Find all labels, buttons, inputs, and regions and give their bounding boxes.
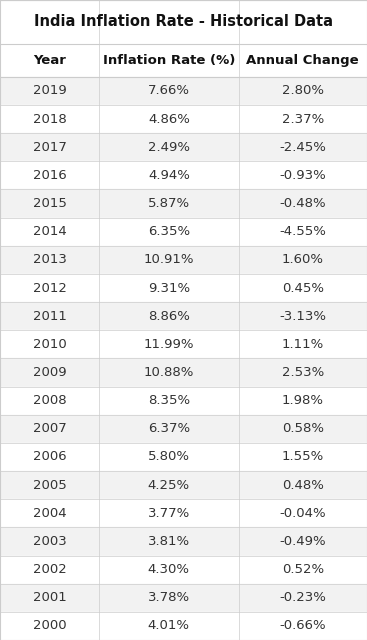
Text: 5.80%: 5.80% — [148, 451, 190, 463]
Text: 2000: 2000 — [33, 620, 66, 632]
Text: -0.93%: -0.93% — [279, 169, 326, 182]
Text: 2.37%: 2.37% — [281, 113, 324, 125]
Text: 0.48%: 0.48% — [282, 479, 324, 492]
Bar — [0, 44, 367, 77]
Text: -0.49%: -0.49% — [279, 535, 326, 548]
Bar — [0, 527, 367, 556]
Bar — [0, 161, 367, 189]
Text: 3.77%: 3.77% — [148, 507, 190, 520]
Text: 4.25%: 4.25% — [148, 479, 190, 492]
Text: 2017: 2017 — [33, 141, 66, 154]
Text: 2.49%: 2.49% — [148, 141, 190, 154]
Text: 1.55%: 1.55% — [281, 451, 324, 463]
Text: 4.86%: 4.86% — [148, 113, 190, 125]
Text: -2.45%: -2.45% — [279, 141, 326, 154]
Text: 1.60%: 1.60% — [282, 253, 324, 266]
Bar — [0, 218, 367, 246]
Text: 10.88%: 10.88% — [143, 366, 194, 379]
Bar — [0, 443, 367, 471]
Bar — [0, 302, 367, 330]
Bar — [0, 358, 367, 387]
Bar — [0, 584, 367, 612]
Text: Year: Year — [33, 54, 66, 67]
Text: 0.58%: 0.58% — [282, 422, 324, 435]
Text: -0.23%: -0.23% — [279, 591, 326, 604]
Text: -4.55%: -4.55% — [279, 225, 326, 238]
Text: 2001: 2001 — [33, 591, 66, 604]
Text: 1.98%: 1.98% — [282, 394, 324, 407]
Bar — [0, 387, 367, 415]
Text: 2010: 2010 — [33, 338, 66, 351]
Bar — [0, 330, 367, 358]
Text: 2008: 2008 — [33, 394, 66, 407]
Text: Inflation Rate (%): Inflation Rate (%) — [103, 54, 235, 67]
Text: 6.35%: 6.35% — [148, 225, 190, 238]
Text: 2019: 2019 — [33, 84, 66, 97]
Text: 11.99%: 11.99% — [143, 338, 194, 351]
Text: 2009: 2009 — [33, 366, 66, 379]
Bar — [0, 471, 367, 499]
Text: 4.30%: 4.30% — [148, 563, 190, 576]
Text: 2002: 2002 — [33, 563, 66, 576]
Text: 4.01%: 4.01% — [148, 620, 190, 632]
Text: 2007: 2007 — [33, 422, 66, 435]
Text: 2016: 2016 — [33, 169, 66, 182]
Bar — [0, 612, 367, 640]
Text: 2.53%: 2.53% — [281, 366, 324, 379]
Bar — [0, 246, 367, 274]
Bar — [0, 77, 367, 105]
Text: 2014: 2014 — [33, 225, 66, 238]
Text: 3.78%: 3.78% — [148, 591, 190, 604]
Text: 8.86%: 8.86% — [148, 310, 190, 323]
Text: 2.80%: 2.80% — [282, 84, 324, 97]
Text: India Inflation Rate - Historical Data: India Inflation Rate - Historical Data — [34, 14, 333, 29]
Bar — [0, 189, 367, 218]
Text: 2012: 2012 — [33, 282, 66, 294]
Text: Annual Change: Annual Change — [247, 54, 359, 67]
Text: 4.94%: 4.94% — [148, 169, 190, 182]
Text: -0.48%: -0.48% — [279, 197, 326, 210]
Text: 2005: 2005 — [33, 479, 66, 492]
Text: 3.81%: 3.81% — [148, 535, 190, 548]
Bar — [0, 556, 367, 584]
Bar — [0, 274, 367, 302]
Text: 2004: 2004 — [33, 507, 66, 520]
Text: 8.35%: 8.35% — [148, 394, 190, 407]
Text: 5.87%: 5.87% — [148, 197, 190, 210]
Text: 6.37%: 6.37% — [148, 422, 190, 435]
Bar — [0, 415, 367, 443]
Bar — [0, 105, 367, 133]
Text: 10.91%: 10.91% — [143, 253, 194, 266]
Text: 0.45%: 0.45% — [282, 282, 324, 294]
Text: -3.13%: -3.13% — [279, 310, 326, 323]
Text: -0.66%: -0.66% — [279, 620, 326, 632]
Text: 1.11%: 1.11% — [281, 338, 324, 351]
Text: 9.31%: 9.31% — [148, 282, 190, 294]
Text: 2003: 2003 — [33, 535, 66, 548]
Text: 2011: 2011 — [33, 310, 66, 323]
Text: 2018: 2018 — [33, 113, 66, 125]
Bar — [0, 0, 367, 44]
Bar — [0, 133, 367, 161]
Text: 2013: 2013 — [33, 253, 66, 266]
Text: 2006: 2006 — [33, 451, 66, 463]
Text: 2015: 2015 — [33, 197, 66, 210]
Text: 7.66%: 7.66% — [148, 84, 190, 97]
Bar — [0, 499, 367, 527]
Text: -0.04%: -0.04% — [279, 507, 326, 520]
Text: 0.52%: 0.52% — [282, 563, 324, 576]
